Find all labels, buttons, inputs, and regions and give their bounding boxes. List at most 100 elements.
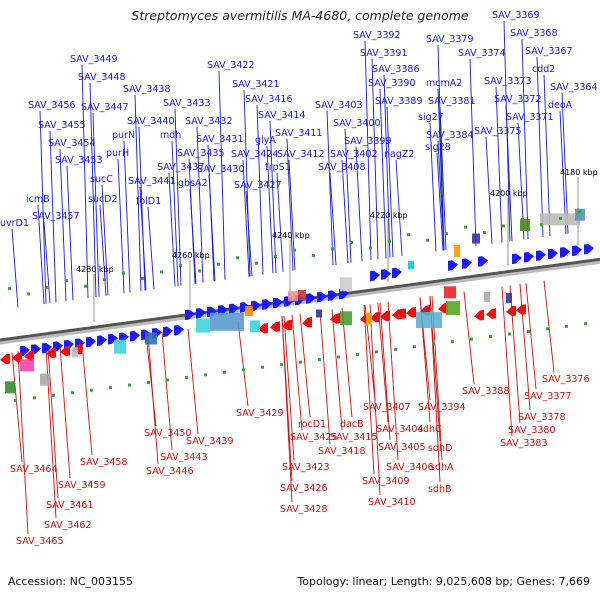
reverse-gene-arrow [258,322,268,334]
forward-label: sig28 [425,142,451,153]
forward-leader-line [379,88,387,259]
reverse-label: SAV_3378 [518,412,566,423]
reverse-label: SAV_3443 [160,452,208,463]
forward-label: SAV_3421 [232,79,280,90]
marker-dot [52,393,55,397]
forward-label: SAV_3400 [333,118,381,129]
forward-leader-line [174,108,182,286]
reverse-label: SAV_3428 [280,504,328,515]
reverse-leader-line [299,313,311,418]
forward-leader-line [81,64,89,299]
forward-gene-arrow [328,290,338,301]
reverse-leader-line [17,351,29,535]
forward-leader-line [561,92,569,234]
forward-label: SAV_3368 [510,28,558,39]
forward-label: SAV_3367 [525,46,573,57]
forward-leader-line [66,165,74,301]
reverse-leader-line [187,328,199,435]
reverse-label: SAV_3458 [80,457,128,468]
forward-gene-arrow [130,330,140,342]
reverse-leader-line [501,286,513,437]
forward-leader-line [117,158,125,294]
forward-label: SAV_3432 [185,116,233,127]
forward-gene-arrow [42,342,52,354]
feature-box [484,291,490,302]
forward-leader-line [49,130,57,303]
forward-leader-line [536,56,544,237]
forward-gene-arrow [381,269,391,280]
feature-box [408,261,414,270]
forward-leader-line [364,40,372,261]
forward-gene-arrow [262,299,272,310]
reverse-leader-line [281,316,293,503]
marker-dot [185,375,188,379]
forward-leader-line [89,82,97,298]
marker-dot [236,256,239,260]
forward-label: SAV_3392 [353,30,401,41]
reverse-leader-line [543,280,555,373]
forward-leader-line [123,140,131,293]
reverse-label: SAV_3459 [58,480,106,491]
reverse-label: SAV_3383 [500,438,548,449]
forward-gene-arrow [163,326,173,338]
forward-gene-arrow [584,243,594,255]
forward-leader-line [439,106,447,251]
forward-leader-line [92,112,100,297]
marker-dot [274,255,277,259]
forward-label: SAV_3374 [458,48,506,59]
marker-dot [65,279,68,283]
forward-leader-line [505,104,513,242]
marker-dot [223,370,226,374]
marker-dot [261,365,264,369]
forward-label: SAV_3448 [78,72,126,83]
forward-gene-arrow [572,245,582,257]
reverse-leader-line [379,302,391,441]
reverse-leader-line [463,291,475,385]
forward-label: sig27 [418,112,444,123]
forward-leader-line [344,128,352,263]
marker-dot [46,285,49,289]
reverse-label: SAV_3450 [144,428,192,439]
forward-leader-line [256,104,264,275]
forward-leader-line [196,126,204,283]
feature-box [196,318,210,333]
reverse-label: dacB [340,419,364,430]
marker-dot [356,352,359,356]
marker-dot [8,286,11,290]
forward-leader-line [245,190,253,277]
forward-gene-arrow [478,256,488,267]
reverse-label: SAV_3394 [418,402,466,413]
feature-box [506,292,512,303]
forward-label: SAV_3402 [330,149,378,160]
forward-gene-arrow [306,293,316,304]
forward-label: SAV_3384 [426,130,474,141]
forward-leader-line [266,145,274,274]
forward-label: SAV_3399 [344,136,392,147]
feature-box [444,286,456,299]
scale-label: 4200 kbp [490,189,528,198]
marker-dot [464,225,467,229]
reverse-leader-line [81,342,93,456]
feature-box [114,339,126,354]
feature-box [454,244,460,257]
forward-label: icmB [26,194,50,205]
marker-dot [546,327,549,331]
feature-box [145,332,157,345]
reverse-label: SAV_3425 [290,432,338,443]
reverse-gene-arrow [438,302,448,314]
marker-dot [204,373,207,377]
forward-leader-line [495,86,503,243]
forward-label: SAV_3411 [275,128,323,139]
forward-gene-arrow [317,291,327,303]
reverse-label: SAV_3380 [508,425,556,436]
feature-box [288,291,298,302]
marker-dot [280,363,283,367]
forward-leader-line [395,159,403,256]
reverse-gene-arrow [60,345,70,357]
forward-gene-arrow [20,345,30,357]
marker-dot [407,233,410,237]
forward-label: sucC [90,174,113,185]
forward-label: sucD2 [88,194,118,205]
marker-dot [375,350,378,354]
scale-label: 4220 kbp [370,211,408,220]
